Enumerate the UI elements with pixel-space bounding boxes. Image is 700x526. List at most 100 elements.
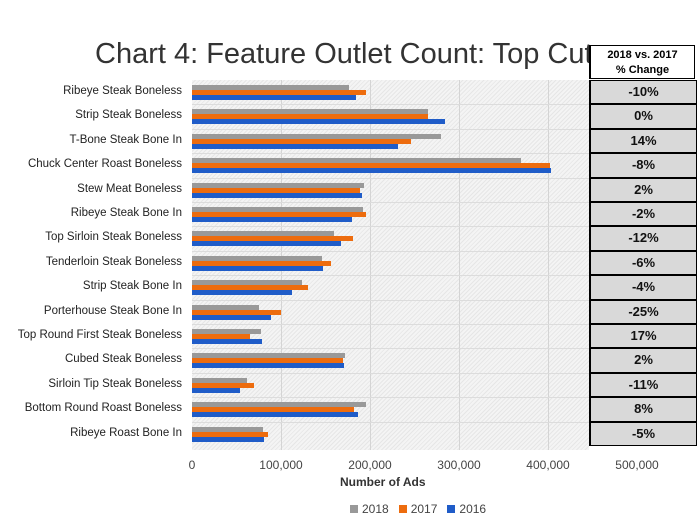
legend-item-2018: 2018 <box>350 502 389 516</box>
legend-swatch <box>447 505 456 513</box>
row-separator <box>192 177 589 179</box>
x-tick-label: 100,000 <box>259 458 303 472</box>
x-tick-label: 300,000 <box>437 458 481 472</box>
bar-2016 <box>192 436 265 442</box>
bar-2016 <box>192 119 445 125</box>
row-separator <box>192 324 589 325</box>
pct-change-cell: 2% <box>589 348 697 373</box>
category-label: Tenderloin Steak Boneless <box>45 255 182 268</box>
bar-2017 <box>192 285 308 291</box>
pct-change-cell: -25% <box>589 299 697 324</box>
bar-2018 <box>192 377 248 383</box>
bar-2016 <box>192 339 263 344</box>
category-label: Top Round First Steak Boneless <box>17 329 182 341</box>
bar-2018 <box>192 207 363 212</box>
legend-label: 2018 <box>362 502 389 516</box>
bar-2017 <box>192 334 250 339</box>
bar-2017 <box>192 138 411 144</box>
row-separator <box>192 202 589 203</box>
category-label: Ribeye Steak Bone In <box>70 207 182 219</box>
legend-swatch <box>398 505 407 513</box>
row-separator <box>192 226 589 228</box>
bar-2018 <box>192 426 264 432</box>
bar-2017 <box>192 431 268 437</box>
x-tick-label: 400,000 <box>526 458 570 472</box>
bar-2017 <box>192 212 366 217</box>
x-tick-label: 500,000 <box>615 458 659 472</box>
pct-change-cell: 17% <box>589 324 697 349</box>
bar-2017 <box>192 407 354 413</box>
row-separator <box>192 104 589 106</box>
bar-2017 <box>192 309 281 315</box>
category-label: Porterhouse Steak Bone In <box>43 304 182 317</box>
category-label: Chuck Center Roast Boneless <box>27 158 182 171</box>
chart-title: Chart 4: Feature Outlet Count: Top Cuts <box>95 38 608 70</box>
bar-2016 <box>192 387 241 393</box>
bar-2018 <box>192 158 522 164</box>
row-separator <box>192 128 589 130</box>
category-label: Ribeye Steak Boneless <box>63 85 182 97</box>
row-separator <box>192 421 589 423</box>
bar-2016 <box>192 168 551 174</box>
pct-change-cell: -12% <box>589 226 697 251</box>
pct-change-header: 2018 vs. 2017 % Change <box>589 45 695 79</box>
bar-2018 <box>192 402 367 408</box>
bar-2016 <box>192 217 353 222</box>
bar-2016 <box>192 363 345 369</box>
gridline <box>548 80 549 450</box>
legend-swatch <box>350 505 358 513</box>
bar-2018 <box>192 85 349 90</box>
pct-change-cell: -11% <box>589 372 697 398</box>
x-tick-label: 0 <box>188 458 196 472</box>
legend-label: 2016 <box>459 502 487 516</box>
category-label: Ribeye Roast Bone In <box>70 426 182 439</box>
bar-2016 <box>192 290 292 296</box>
pct-change-cell: 14% <box>589 128 697 154</box>
bar-2016 <box>192 192 362 198</box>
pct-change-cell: -2% <box>589 202 697 227</box>
bar-2018 <box>192 280 303 286</box>
bar-2016 <box>192 412 358 418</box>
pct-change-header-line1: 2018 vs. 2017 <box>607 49 678 61</box>
bar-2017 <box>192 187 361 193</box>
pct-change-cell: 2% <box>589 177 697 202</box>
row-separator <box>192 250 589 252</box>
pct-change-cell: 8% <box>589 397 697 422</box>
bar-2016 <box>192 265 323 271</box>
bar-2018 <box>192 182 364 188</box>
bar-2018 <box>192 255 322 261</box>
row-separator <box>192 299 589 301</box>
category-label: T-Bone Steak Bone In <box>69 133 182 146</box>
legend-label: 2017 <box>410 502 438 516</box>
bar-2016 <box>192 241 341 247</box>
pct-change-cell: -4% <box>589 275 697 300</box>
legend-item-2017: 2017 <box>398 502 438 516</box>
category-label: Sirloin Tip Steak Boneless <box>48 377 182 390</box>
pct-change-cell: -6% <box>589 250 697 276</box>
bar-2018 <box>192 304 259 310</box>
pct-change-cell: 0% <box>589 104 697 129</box>
bar-2017 <box>192 236 354 242</box>
bar-2017 <box>192 382 255 388</box>
category-label: Cubed Steak Boneless <box>65 353 182 366</box>
bar-2016 <box>192 143 398 149</box>
pct-change-cell: -10% <box>589 80 697 105</box>
gridline <box>459 80 460 450</box>
bar-2018 <box>192 329 261 334</box>
bar-2017 <box>192 260 331 266</box>
bar-2017 <box>192 90 366 95</box>
gridline <box>370 80 371 450</box>
category-label: Stew Meat Boneless <box>77 182 182 195</box>
category-label: Strip Steak Boneless <box>75 109 182 122</box>
category-label: Top Sirloin Steak Boneless <box>45 231 182 244</box>
category-label: Bottom Round Roast Boneless <box>24 402 182 415</box>
bar-2018 <box>192 109 428 115</box>
bar-2016 <box>192 314 272 320</box>
pct-change-cell: -5% <box>589 421 697 446</box>
row-separator <box>192 275 589 277</box>
category-label: Strip Steak Bone In <box>82 280 182 293</box>
bar-2018 <box>192 133 442 139</box>
bar-2018 <box>192 231 334 237</box>
row-separator <box>192 372 589 374</box>
